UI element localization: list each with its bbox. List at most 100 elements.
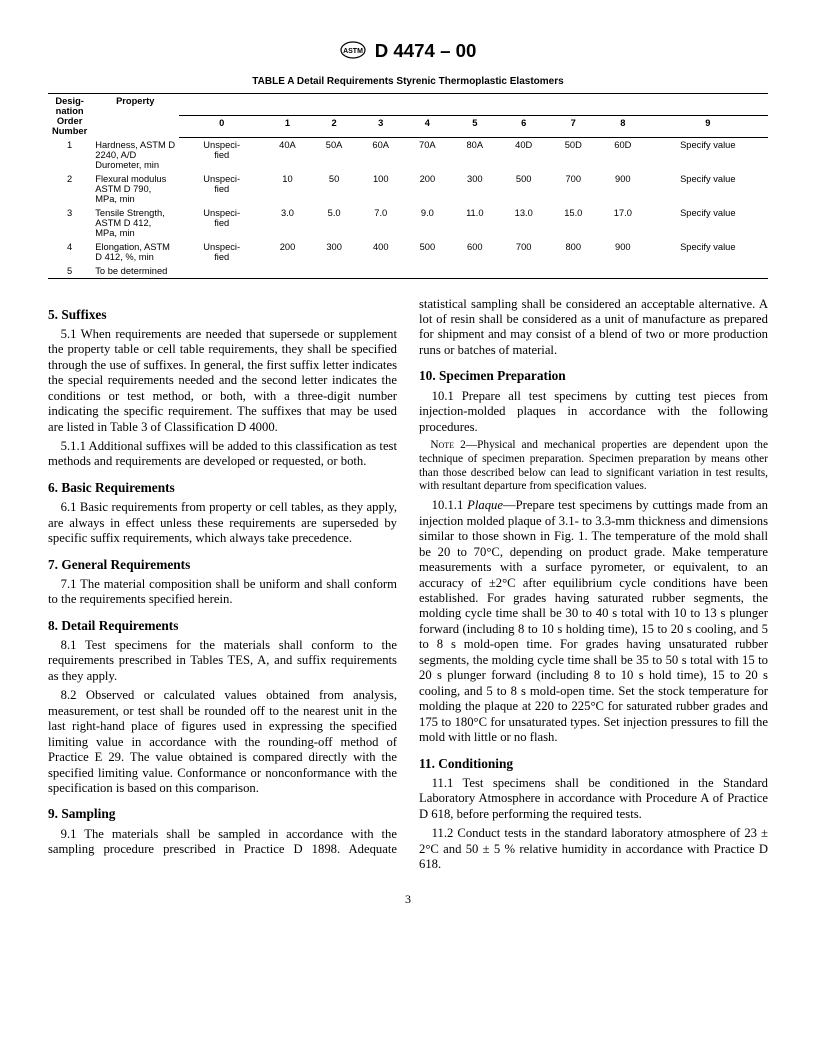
- section-11-title: 11. Conditioning: [419, 756, 768, 772]
- th-col: 2: [311, 115, 358, 137]
- para-8-1: 8.1 Test specimens for the materials sha…: [48, 638, 397, 684]
- svg-text:ASTM: ASTM: [343, 48, 363, 55]
- table-cell: Unspeci- fied: [179, 172, 264, 206]
- table-cell: 50A: [311, 138, 358, 172]
- table-cell: Unspeci- fied: [179, 206, 264, 240]
- table-row-prop: Hardness, ASTM D 2240, A/D Durometer, mi…: [91, 138, 179, 172]
- table-cell: 50D: [548, 138, 598, 172]
- table-cell: 5.0: [311, 206, 358, 240]
- table-cell: 9.0: [404, 206, 451, 240]
- table-cell: 40A: [264, 138, 311, 172]
- page-number: 3: [48, 892, 768, 907]
- section-8-title: 8. Detail Requirements: [48, 618, 397, 634]
- table-cell: 70A: [404, 138, 451, 172]
- table-cell: 200: [404, 172, 451, 206]
- table-cell: 300: [451, 172, 499, 206]
- th-spacer: [179, 93, 768, 115]
- table-cell: Specify value: [648, 206, 768, 240]
- table-cell: Specify value: [648, 240, 768, 264]
- table-cell: 600: [451, 240, 499, 264]
- para-10-1-1-text: —Prepare test specimens by cuttings made…: [419, 498, 768, 744]
- th-property: Property: [91, 93, 179, 138]
- table-cell: [311, 264, 358, 279]
- table-cell: 500: [499, 172, 549, 206]
- para-5-1-1: 5.1.1 Additional suffixes will be added …: [48, 439, 397, 470]
- table-cell: [264, 264, 311, 279]
- table-a-caption: TABLE A Detail Requirements Styrenic The…: [48, 76, 768, 87]
- table-cell: 700: [499, 240, 549, 264]
- para-6-1: 6.1 Basic requirements from property or …: [48, 500, 397, 546]
- table-row-num: 2: [48, 172, 91, 206]
- table-cell: 80A: [451, 138, 499, 172]
- table-cell: [357, 264, 404, 279]
- table-row-num: 1: [48, 138, 91, 172]
- table-cell: 900: [598, 172, 648, 206]
- table-cell: 10: [264, 172, 311, 206]
- table-cell: [451, 264, 499, 279]
- th-col: 9: [648, 115, 768, 137]
- table-cell: [548, 264, 598, 279]
- table-row-prop: Tensile Strength, ASTM D 412, MPa, min: [91, 206, 179, 240]
- para-7-1: 7.1 The material composition shall be un…: [48, 577, 397, 608]
- para-10-1-1: 10.1.1 Plaque—Prepare test specimens by …: [419, 498, 768, 745]
- table-cell: [404, 264, 451, 279]
- table-row-num: 5: [48, 264, 91, 279]
- plaque-label: Plaque: [467, 498, 503, 512]
- table-a: Desig- nation Order Number Property 0123…: [48, 93, 768, 279]
- th-col: 3: [357, 115, 404, 137]
- th-design-num: Desig- nation Order Number: [48, 93, 91, 138]
- th-col: 0: [179, 115, 264, 137]
- body-columns: 5. Suffixes 5.1 When requirements are ne…: [48, 297, 768, 873]
- table-row-prop: To be determined: [91, 264, 179, 279]
- table-cell: 300: [311, 240, 358, 264]
- section-6-title: 6. Basic Requirements: [48, 480, 397, 496]
- table-cell: 200: [264, 240, 311, 264]
- table-cell: 60A: [357, 138, 404, 172]
- section-10-title: 10. Specimen Preparation: [419, 368, 768, 384]
- designation-title: D 4474 – 00: [375, 40, 477, 61]
- table-cell: 900: [598, 240, 648, 264]
- table-cell: [648, 264, 768, 279]
- table-cell: 15.0: [548, 206, 598, 240]
- table-cell: 11.0: [451, 206, 499, 240]
- table-cell: Specify value: [648, 138, 768, 172]
- para-11-1: 11.1 Test specimens shall be conditioned…: [419, 776, 768, 822]
- table-cell: 800: [548, 240, 598, 264]
- table-cell: Specify value: [648, 172, 768, 206]
- table-cell: 40D: [499, 138, 549, 172]
- para-10-1: 10.1 Prepare all test specimens by cutti…: [419, 389, 768, 435]
- table-cell: 17.0: [598, 206, 648, 240]
- table-cell: Unspeci- fied: [179, 138, 264, 172]
- th-col: 4: [404, 115, 451, 137]
- section-7-title: 7. General Requirements: [48, 557, 397, 573]
- table-cell: [598, 264, 648, 279]
- page-header: ASTM D 4474 – 00: [48, 40, 768, 64]
- para-11-2: 11.2 Conduct tests in the standard labor…: [419, 826, 768, 872]
- table-cell: [179, 264, 264, 279]
- table-cell: 400: [357, 240, 404, 264]
- table-cell: 50: [311, 172, 358, 206]
- para-5-1: 5.1 When requirements are needed that su…: [48, 327, 397, 435]
- table-row-num: 4: [48, 240, 91, 264]
- note-2: Note 2—Physical and mechanical propertie…: [419, 439, 768, 494]
- table-cell: 100: [357, 172, 404, 206]
- table-cell: 700: [548, 172, 598, 206]
- table-cell: 500: [404, 240, 451, 264]
- section-5-title: 5. Suffixes: [48, 307, 397, 323]
- table-cell: 13.0: [499, 206, 549, 240]
- table-cell: 7.0: [357, 206, 404, 240]
- th-col: 8: [598, 115, 648, 137]
- th-col: 7: [548, 115, 598, 137]
- table-cell: 3.0: [264, 206, 311, 240]
- para-8-2: 8.2 Observed or calculated values obtain…: [48, 688, 397, 796]
- section-9-title: 9. Sampling: [48, 806, 397, 822]
- th-col: 6: [499, 115, 549, 137]
- table-cell: 60D: [598, 138, 648, 172]
- astm-logo-icon: ASTM: [340, 41, 366, 64]
- table-row-prop: Elongation, ASTM D 412, %, min: [91, 240, 179, 264]
- th-col: 1: [264, 115, 311, 137]
- table-cell: Unspeci- fied: [179, 240, 264, 264]
- table-row-prop: Flexural modulus ASTM D 790, MPa, min: [91, 172, 179, 206]
- table-row-num: 3: [48, 206, 91, 240]
- th-col: 5: [451, 115, 499, 137]
